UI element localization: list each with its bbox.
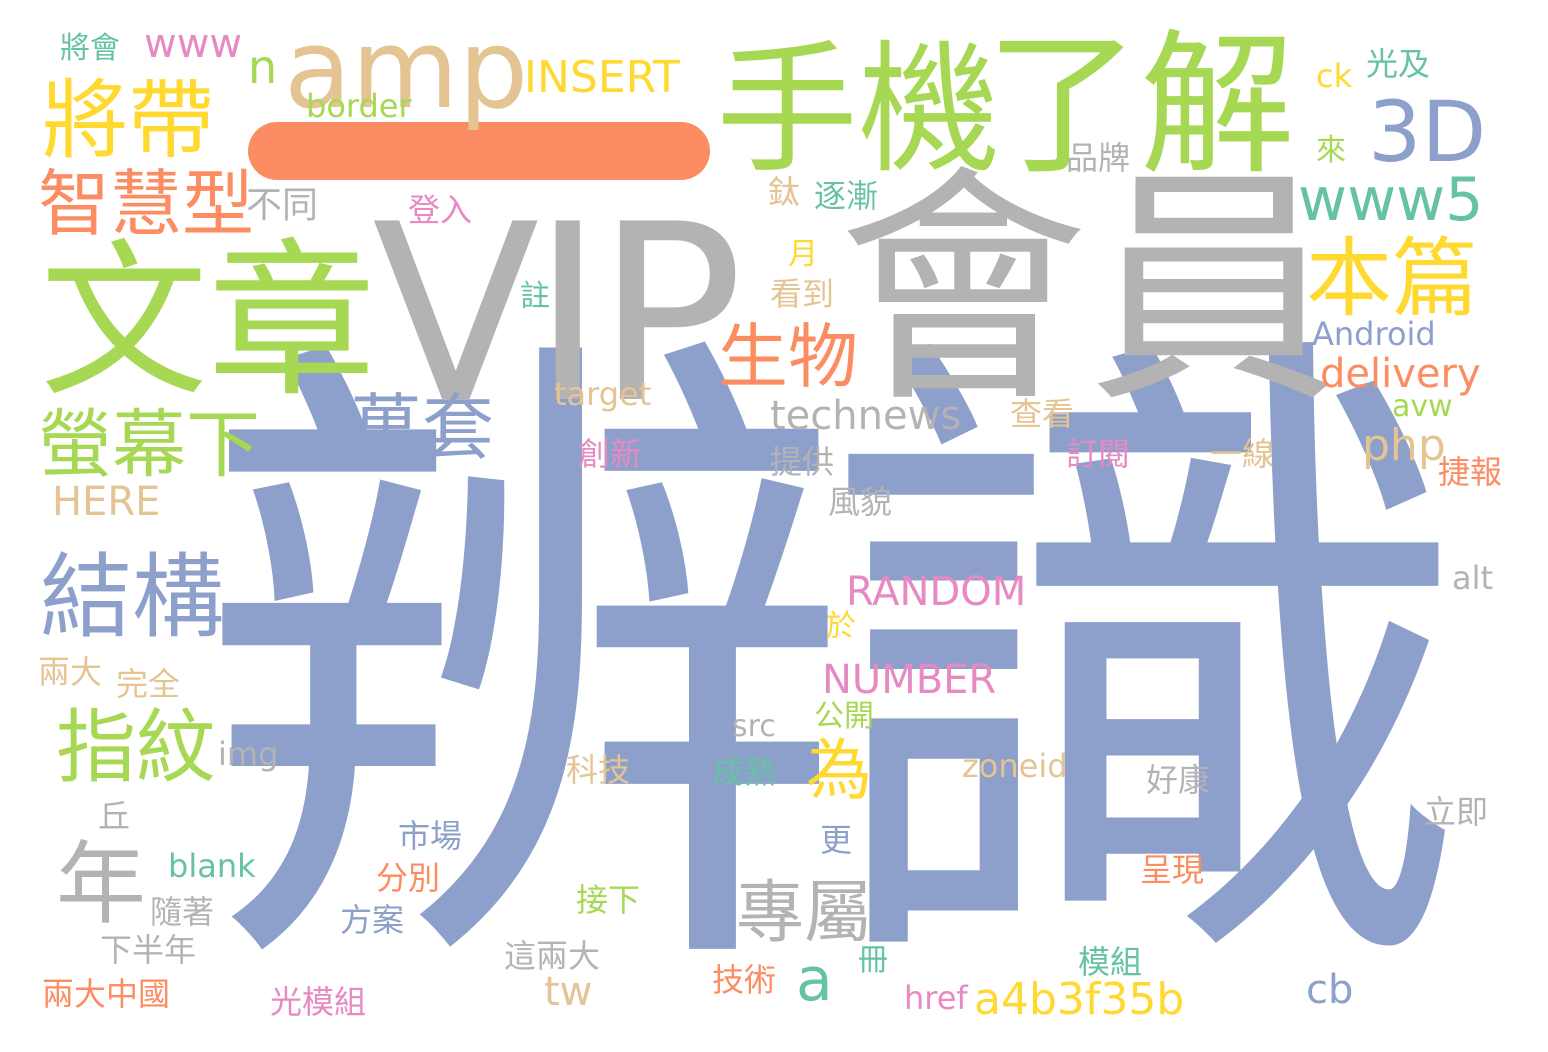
word-ce: 冊 [858, 943, 888, 978]
word-zoneid: zoneid [962, 747, 1068, 785]
word-border: border [306, 87, 412, 125]
word-www: www [144, 21, 243, 67]
word-here: HERE [52, 479, 161, 525]
word-haokang: 好康 [1146, 761, 1211, 799]
word-random: RANDOM [846, 569, 1027, 615]
word-benpian: 本篇 [1306, 229, 1478, 329]
word-liangdazhongguo: 兩大中國 [42, 975, 171, 1013]
word-cb: cb [1306, 967, 1354, 1013]
word-www5: www5 [1298, 165, 1484, 235]
word-ck: ck [1316, 57, 1353, 95]
word-suizhe: 隨著 [150, 893, 215, 931]
word-chengshu: 成熟 [712, 753, 777, 791]
word-technews: technews [770, 393, 962, 439]
word-kandao: 看到 [770, 275, 835, 313]
word-shichang: 市場 [398, 817, 463, 855]
word-huiyuan: 會員 [838, 145, 1338, 436]
word-zhu: 註 [520, 279, 550, 314]
word-src: src [732, 709, 776, 744]
word-zhiwen: 指紋 [56, 701, 216, 794]
word-fangan: 方案 [340, 901, 405, 939]
word-number: NUMBER [822, 657, 997, 703]
word-mozu: 模組 [1078, 943, 1143, 981]
word-yingmuxia: 螢幕下 [38, 402, 260, 488]
word-jiexia: 接下 [576, 881, 641, 919]
word-gongkai: 公開 [814, 699, 874, 734]
word-butong: 不同 [246, 185, 319, 226]
word-href: href [904, 979, 968, 1017]
word-wei: 為 [806, 732, 872, 809]
word-bianshi: 辨識 [194, 283, 1474, 1052]
word-jiebao: 捷報 [1438, 453, 1503, 491]
word-php: php [1362, 420, 1446, 471]
word-yixian: 一線 [1210, 435, 1275, 473]
word-tai: 鈦 [768, 173, 801, 211]
word-jianghui: 將會 [60, 31, 120, 66]
word-zhuanshu: 專屬 [736, 874, 873, 953]
word-shouji: 手機 [716, 28, 1000, 193]
word-wantao: 萬套 [350, 386, 495, 470]
word-delivery: delivery [1320, 351, 1481, 397]
word-img: img [218, 735, 279, 773]
word-liangda: 兩大 [38, 653, 103, 691]
word-nian: 年 [56, 832, 146, 937]
word-chuangxin: 創新 [578, 435, 643, 473]
word-amp: amp [284, 5, 529, 133]
word-avw: avw [1392, 389, 1453, 424]
word-n: n [248, 40, 278, 94]
word-yue: 月 [788, 237, 818, 272]
word-dingyue: 訂閱 [1066, 435, 1131, 473]
word-xiabannian: 下半年 [100, 931, 197, 969]
word-a4b3f35b: a4b3f35b [974, 974, 1185, 1025]
word-jishu: 技術 [712, 961, 777, 999]
word-pinpai: 品牌 [1066, 139, 1131, 177]
word-jiangdai: 將帶 [42, 71, 214, 171]
word-wenzhang: 文章 [40, 224, 376, 420]
word-qiu: 丘 [98, 797, 131, 835]
word-tw: tw [544, 969, 593, 1015]
word-zheliangda: 這兩大 [504, 937, 601, 975]
word-dengru: 登入 [408, 191, 473, 229]
word-guangmozu: 光模組 [270, 983, 367, 1021]
word-jiegou: 結構 [40, 544, 225, 651]
word-fenbie: 分別 [376, 859, 441, 897]
word-liji: 立即 [1424, 793, 1489, 831]
word-lai: 來 [1316, 133, 1346, 168]
word-3d: 3D [1368, 83, 1487, 181]
word-zhihuixing: 智慧型 [38, 162, 255, 246]
word-target: target [554, 375, 652, 413]
word-vip: VIP [372, 172, 744, 457]
word-keji: 科技 [566, 751, 631, 789]
word-chakan: 查看 [1010, 395, 1075, 433]
word-wanquan: 完全 [116, 665, 181, 703]
word-geng: 更 [820, 821, 853, 859]
word-yi [248, 122, 710, 180]
word-guangji: 光及 [1366, 45, 1431, 83]
word-liaojie: 了解 [985, 15, 1295, 196]
word-fengmao: 風貌 [828, 483, 893, 521]
word-blank: blank [168, 847, 256, 885]
word-zhujian: 逐漸 [814, 177, 879, 215]
word-a: a [796, 945, 833, 1015]
word-tigong: 提供 [770, 443, 835, 481]
word-shengwu: 生物 [718, 316, 858, 398]
word-insert: INSERT [524, 52, 680, 103]
word-android: Android [1312, 315, 1436, 353]
word-yu: 於 [826, 609, 856, 644]
word-chengxian: 呈現 [1140, 851, 1205, 889]
word-alt: alt [1452, 559, 1494, 597]
